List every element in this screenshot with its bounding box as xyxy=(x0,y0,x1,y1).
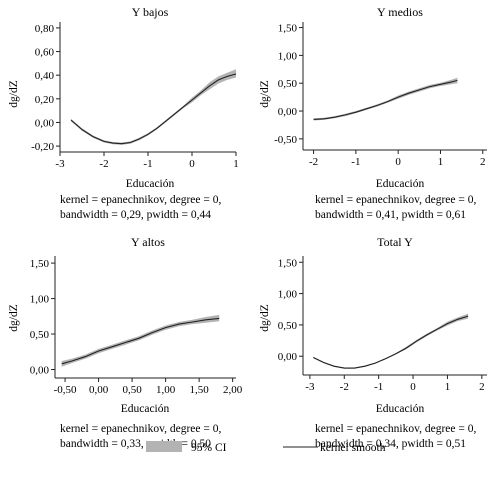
kernel-note-line-2: bandwidth = 0,33, pwidth = 0,50 xyxy=(60,438,211,450)
x-tick-label: -1 xyxy=(351,156,360,168)
ci-band xyxy=(71,69,236,145)
y-axis-label: dg/dZ xyxy=(259,80,271,107)
y-axis-label: dg/dZ xyxy=(8,304,20,331)
y-tick-label: 1,50 xyxy=(278,23,298,35)
x-tick-label: -0,50 xyxy=(54,384,77,396)
kernel-note-line-2: bandwidth = 0,34, pwidth = 0,51 xyxy=(315,438,466,450)
y-tick-label: 0,00 xyxy=(30,364,50,376)
x-tick-label: -2 xyxy=(99,158,108,170)
panel-y-medios: Y medios dg/dZ Educación kernel = epanec… xyxy=(259,5,487,221)
kernel-smooth-line xyxy=(313,79,458,120)
y-tick-label: 0,00 xyxy=(35,117,55,129)
x-axis-label: Educación xyxy=(376,403,425,415)
panel-title: Y bajos xyxy=(132,5,169,19)
panel-total-y: Total Y dg/dZ Educación kernel = epanech… xyxy=(259,235,487,450)
x-tick-label: 2 xyxy=(479,381,485,393)
y-tick-label: 1,00 xyxy=(278,289,298,301)
legend-ci-swatch xyxy=(146,441,182,452)
y-tick-label: 0,00 xyxy=(278,106,298,118)
y-axis-label: dg/dZ xyxy=(259,304,271,331)
x-tick-label: 0,00 xyxy=(89,384,109,396)
kernel-note-line-1: kernel = epanechnikov, degree = 0, xyxy=(315,423,476,435)
x-tick-label: 1 xyxy=(233,158,239,170)
x-tick-label: 1 xyxy=(445,381,451,393)
y-tick-label: -0,50 xyxy=(274,134,297,146)
y-tick-label: 0,20 xyxy=(35,94,55,106)
panel-y-altos: Y altos dg/dZ Educación kernel = epanech… xyxy=(8,235,243,450)
x-tick-label: -2 xyxy=(340,381,349,393)
x-tick-label: 2,00 xyxy=(223,384,243,396)
y-tick-label: 0,40 xyxy=(35,70,55,82)
x-tick-label: -1 xyxy=(143,158,152,170)
kernel-smooth-line xyxy=(313,315,469,369)
x-axis-label: Educación xyxy=(126,178,175,190)
kernel-note-line-2: bandwidth = 0,29, pwidth = 0,44 xyxy=(60,209,211,221)
x-tick-label: 0 xyxy=(395,156,401,168)
panel-title: Y medios xyxy=(377,5,423,19)
y-tick-label: -0,20 xyxy=(31,141,54,153)
panel-title: Total Y xyxy=(377,235,413,249)
panel-title: Y altos xyxy=(131,235,165,249)
y-tick-label: 1,00 xyxy=(278,50,298,62)
kernel-note-line-1: kernel = epanechnikov, degree = 0, xyxy=(60,423,221,435)
y-tick-label: 1,50 xyxy=(278,257,298,269)
ci-band xyxy=(313,77,458,121)
ci-band xyxy=(61,314,220,367)
y-tick-label: 0,50 xyxy=(278,320,298,332)
kernel-note-line-2: bandwidth = 0,41, pwidth = 0,61 xyxy=(315,209,466,221)
x-axis-label: Educación xyxy=(376,178,425,190)
kernel-smooth-line xyxy=(70,73,237,145)
legend: 95% CI kernel smooth xyxy=(146,441,386,454)
x-tick-label: 1 xyxy=(438,156,444,168)
y-tick-label: 0,50 xyxy=(278,78,298,90)
x-tick-label: -3 xyxy=(305,381,315,393)
kernel-note-line-1: kernel = epanechnikov, degree = 0, xyxy=(60,194,221,206)
y-tick-label: 1,50 xyxy=(30,258,50,270)
panel-y-bajos: Y bajos dg/dZ Educación kernel = epanech… xyxy=(8,5,239,221)
legend-line-label: kernel smooth xyxy=(320,442,386,454)
x-tick-label: 0 xyxy=(410,381,416,393)
x-tick-label: -2 xyxy=(309,156,318,168)
ci-band xyxy=(313,313,469,369)
y-tick-label: 0,80 xyxy=(35,23,55,35)
x-tick-label: 1,00 xyxy=(156,384,176,396)
x-axis-label: Educación xyxy=(121,403,170,415)
kernel-note-line-1: kernel = epanechnikov, degree = 0, xyxy=(315,194,476,206)
y-tick-label: 0,00 xyxy=(278,351,298,363)
x-tick-label: -3 xyxy=(55,158,65,170)
legend-ci-label: 95% CI xyxy=(191,442,227,454)
kernel-smooth-line xyxy=(61,317,220,365)
x-tick-label: 0,50 xyxy=(122,384,142,396)
y-tick-label: 0,50 xyxy=(30,329,50,341)
x-tick-label: -1 xyxy=(374,381,383,393)
x-tick-label: 0 xyxy=(189,158,195,170)
x-tick-label: 2 xyxy=(480,156,486,168)
y-tick-label: 0,60 xyxy=(35,47,55,59)
x-tick-label: 1,50 xyxy=(190,384,210,396)
y-axis-label: dg/dZ xyxy=(8,80,20,107)
y-tick-label: 1,00 xyxy=(30,294,50,306)
